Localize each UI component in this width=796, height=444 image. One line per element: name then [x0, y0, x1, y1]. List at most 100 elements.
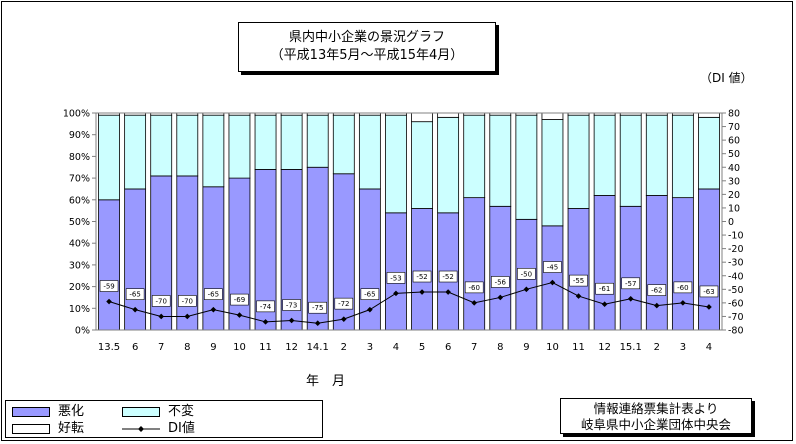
x-axis-tick-label: 14.1 [307, 342, 329, 353]
di-data-label-box [438, 270, 458, 283]
bar-fuhen [280, 114, 303, 170]
di-data-label-box [699, 285, 719, 298]
x-axis-label: 年 月 [306, 374, 346, 389]
x-axis-tick-label: 10 [546, 342, 559, 353]
bar-akka [385, 212, 407, 331]
bar-fuhen [541, 119, 564, 227]
di-data-label: -52 [442, 273, 453, 281]
bar-fuhen [593, 114, 616, 196]
bar-fuhen [671, 114, 694, 199]
di-data-label-box [125, 288, 145, 300]
x-axis-tick-label: 6 [132, 342, 138, 353]
di-data-label: -70 [182, 297, 193, 305]
di-data-label-box [360, 288, 380, 300]
x-axis-tick-label: 4 [706, 342, 712, 353]
di-data-label-box [673, 281, 693, 294]
di-point [132, 306, 138, 313]
di-data-label-box [647, 284, 667, 296]
di-data-label-box [386, 272, 406, 284]
bar-fuhen [306, 114, 329, 168]
di-data-label: -50 [521, 270, 532, 278]
x-axis-tick-label: 15.1 [620, 342, 642, 353]
right-axis-tick-label: -50 [728, 285, 744, 296]
x-axis-tick-label: 12 [598, 342, 611, 353]
di-point [653, 302, 660, 309]
bar-fuhen [228, 114, 251, 179]
x-axis-tick-label: 10 [233, 342, 246, 353]
chart-subtitle: （平成13年5月～平成15年4月） [270, 48, 464, 63]
bar-akka [567, 208, 590, 331]
left-axis-tick-label: 60% [69, 195, 90, 206]
legend-swatch-kouten [12, 424, 50, 434]
di-data-label: -74 [260, 303, 272, 311]
right-axis-tick-label: -30 [728, 258, 744, 269]
right-axis-tick-label: 10 [728, 203, 740, 214]
di-data-label-box [621, 277, 641, 290]
left-axis-tick-label: 90% [69, 130, 90, 141]
right-axis-tick-label: -40 [728, 271, 744, 282]
di-data-label: -55 [573, 277, 584, 285]
di-data-label-box [151, 295, 171, 307]
bar-fuhen [567, 114, 590, 209]
left-axis-tick-label: 30% [69, 260, 90, 271]
di-data-label-box [308, 301, 328, 314]
x-axis-tick-label: 11 [572, 342, 585, 353]
right-axis-tick-label: -20 [728, 244, 744, 255]
bar-fuhen [515, 114, 538, 220]
di-data-label: -45 [547, 264, 558, 272]
di-data-label-box [543, 261, 562, 273]
bar-akka [228, 177, 251, 331]
x-axis-tick-label: 7 [471, 342, 477, 353]
legend-swatch-fuhen [122, 407, 160, 417]
di-point [575, 293, 582, 299]
x-axis-tick-label: 7 [158, 342, 164, 353]
right-axis-tick-label: 0 [728, 217, 734, 228]
di-data-label-box [464, 281, 484, 294]
di-point [680, 300, 686, 306]
di-point [419, 289, 425, 295]
di-data-label: -65 [129, 291, 140, 299]
di-data-label-box [256, 300, 275, 313]
bar-fuhen [124, 114, 147, 190]
bar-kouten [411, 112, 433, 123]
bar-akka [645, 195, 668, 331]
right-axis-tick-label: 80 [728, 109, 740, 120]
bar-akka [176, 175, 199, 331]
di-data-label: -65 [364, 291, 375, 299]
legend-label-di: DI値 [168, 421, 195, 436]
legend-swatch-akka [12, 407, 50, 417]
bar-fuhen [698, 116, 720, 190]
bar-akka [619, 205, 642, 331]
x-axis-tick-label: 9 [523, 342, 529, 353]
left-axis-tick-label: 40% [69, 239, 90, 250]
di-data-label-box [282, 299, 301, 311]
bar-akka [150, 175, 173, 331]
legend-label-fuhen: 不変 [168, 404, 195, 419]
di-point [262, 319, 269, 325]
bar-fuhen [619, 114, 642, 207]
di-point [236, 312, 243, 318]
di-data-label: -72 [338, 300, 349, 308]
right-axis-tick-label: 50 [728, 149, 740, 160]
legend-item-kouten: 好転 [12, 421, 84, 437]
di-data-label: -70 [155, 297, 166, 305]
bar-fuhen [437, 116, 460, 214]
di-data-label: -65 [208, 291, 219, 299]
legend-item-fuhen: 不変 [122, 404, 194, 420]
di-point [445, 289, 451, 295]
di-data-label: -52 [416, 273, 427, 281]
di-point [184, 313, 191, 320]
right-axis-tick-label: -60 [728, 298, 744, 309]
bar-fuhen [385, 114, 407, 214]
bar-fuhen [176, 114, 199, 177]
left-axis-tick-label: 70% [69, 174, 90, 185]
di-data-label: -59 [103, 283, 114, 291]
di-point [158, 313, 165, 320]
di-data-label: -53 [390, 274, 401, 282]
di-series-line [108, 281, 710, 324]
bar-kouten [437, 112, 460, 118]
x-axis-tick-label: 4 [393, 342, 399, 353]
di-data-label-box [517, 268, 536, 280]
